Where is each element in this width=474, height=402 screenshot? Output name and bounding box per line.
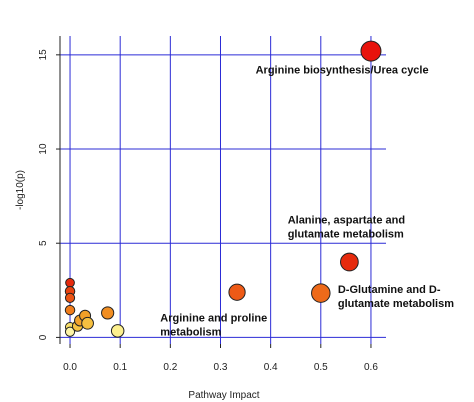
- data-point: [64, 304, 76, 316]
- x-tick-label: 0.3: [214, 362, 228, 373]
- x-axis-title: Pathway Impact: [188, 390, 259, 401]
- data-point: [340, 252, 359, 272]
- y-tick-label: 0: [38, 334, 49, 340]
- annotation-label: metabolism: [160, 326, 221, 338]
- x-tick-label: 0.5: [314, 362, 328, 373]
- y-tick-label: 10: [38, 143, 49, 155]
- grid-layer: [60, 36, 386, 344]
- tick-layer: 0.0 0.1 0.2 0.3 0.4 0.5 0.6 0 5 10 15: [38, 49, 378, 373]
- annotation-label: Arginine biosynthesis/Urea cycle: [256, 65, 429, 77]
- x-tick-label: 0.0: [63, 362, 77, 373]
- x-tick-label: 0.1: [113, 362, 127, 373]
- x-tick-label: 0.6: [364, 362, 378, 373]
- data-point: [64, 292, 76, 303]
- data-point: [64, 326, 76, 337]
- data-point: [101, 306, 115, 320]
- data-point: [65, 277, 75, 288]
- annotation-label: glutamate metabolism: [288, 228, 404, 240]
- y-tick-label: 15: [38, 49, 49, 61]
- data-point: [228, 283, 246, 301]
- x-tick-label: 0.2: [163, 362, 177, 373]
- y-axis-title: -log10(p): [15, 170, 26, 210]
- data-point: [311, 283, 331, 303]
- point-layer: [64, 40, 382, 338]
- annotation-label: Arginine and proline: [160, 312, 267, 324]
- data-point: [81, 316, 94, 330]
- data-point: [360, 40, 382, 62]
- annotation-label: glutamate metabolism: [338, 298, 454, 310]
- data-point: [110, 324, 125, 338]
- annotation-layer: Arginine biosynthesis/Urea cycle Alanine,…: [160, 65, 454, 339]
- annotation-label: D-Glutamine and D-: [338, 284, 441, 296]
- y-tick-label: 5: [38, 240, 49, 246]
- annotation-label: Alanine, aspartate and: [288, 214, 405, 226]
- x-tick-label: 0.4: [264, 362, 278, 373]
